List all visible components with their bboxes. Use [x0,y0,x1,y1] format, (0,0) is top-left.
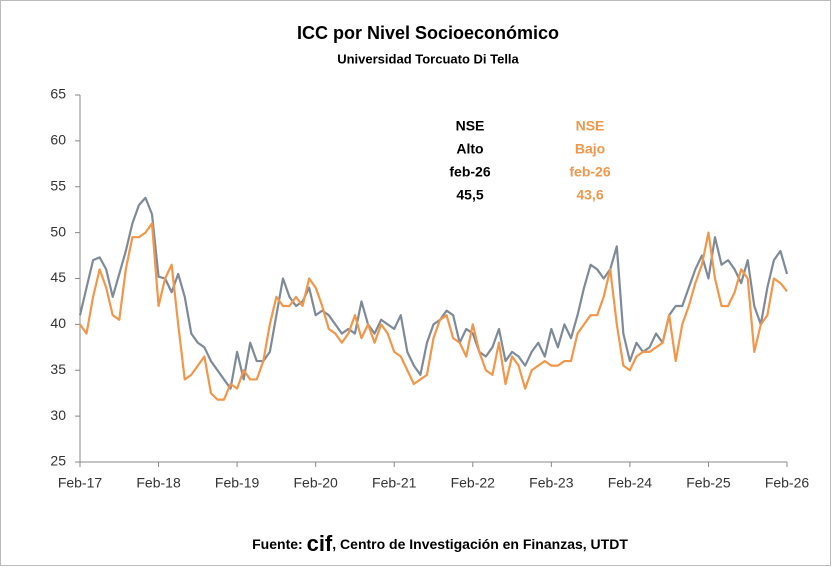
x-tick-label: Feb-17 [58,475,103,491]
annotation: feb-26 [569,164,610,180]
x-tick-label: Feb-23 [529,475,574,491]
chart-subtitle: Universidad Torcuato Di Tella [337,51,519,66]
series-line [79,222,788,401]
annotation: 43,6 [576,187,603,203]
annotation: Alto [456,141,483,157]
source-logo: cif [307,531,333,556]
annotation: feb-26 [449,164,490,180]
annotation: 45,5 [456,187,483,203]
y-tick-label: 60 [50,132,66,148]
y-tick-label: 25 [50,453,66,469]
y-tick-label: 50 [50,223,66,239]
x-tick-label: Feb-22 [451,475,496,491]
x-tick-label: Feb-26 [765,475,810,491]
x-tick-label: Feb-20 [293,475,338,491]
annotation: Bajo [575,141,605,157]
x-tick-label: Feb-24 [608,475,653,491]
x-tick-label: Feb-25 [686,475,731,491]
y-tick-label: 35 [50,361,66,377]
annotation: NSE [456,118,485,134]
x-tick-label: Feb-19 [215,475,260,491]
x-tick-label: Feb-21 [372,475,417,491]
y-tick-label: 55 [50,177,66,193]
x-tick-label: Feb-18 [136,475,181,491]
y-tick-label: 65 [50,86,66,102]
annotation: NSE [576,118,605,134]
y-tick-label: 45 [50,269,66,285]
source-text: , Centro de Investigación en Finanzas, U… [332,536,628,552]
source: Fuente: cif, Centro de Investigación en … [252,531,628,556]
y-tick-label: 40 [50,315,66,331]
y-tick-label: 30 [50,407,66,423]
source-label: Fuente: [252,536,303,552]
chart-title: ICC por Nivel Socioeconómico [297,23,559,43]
